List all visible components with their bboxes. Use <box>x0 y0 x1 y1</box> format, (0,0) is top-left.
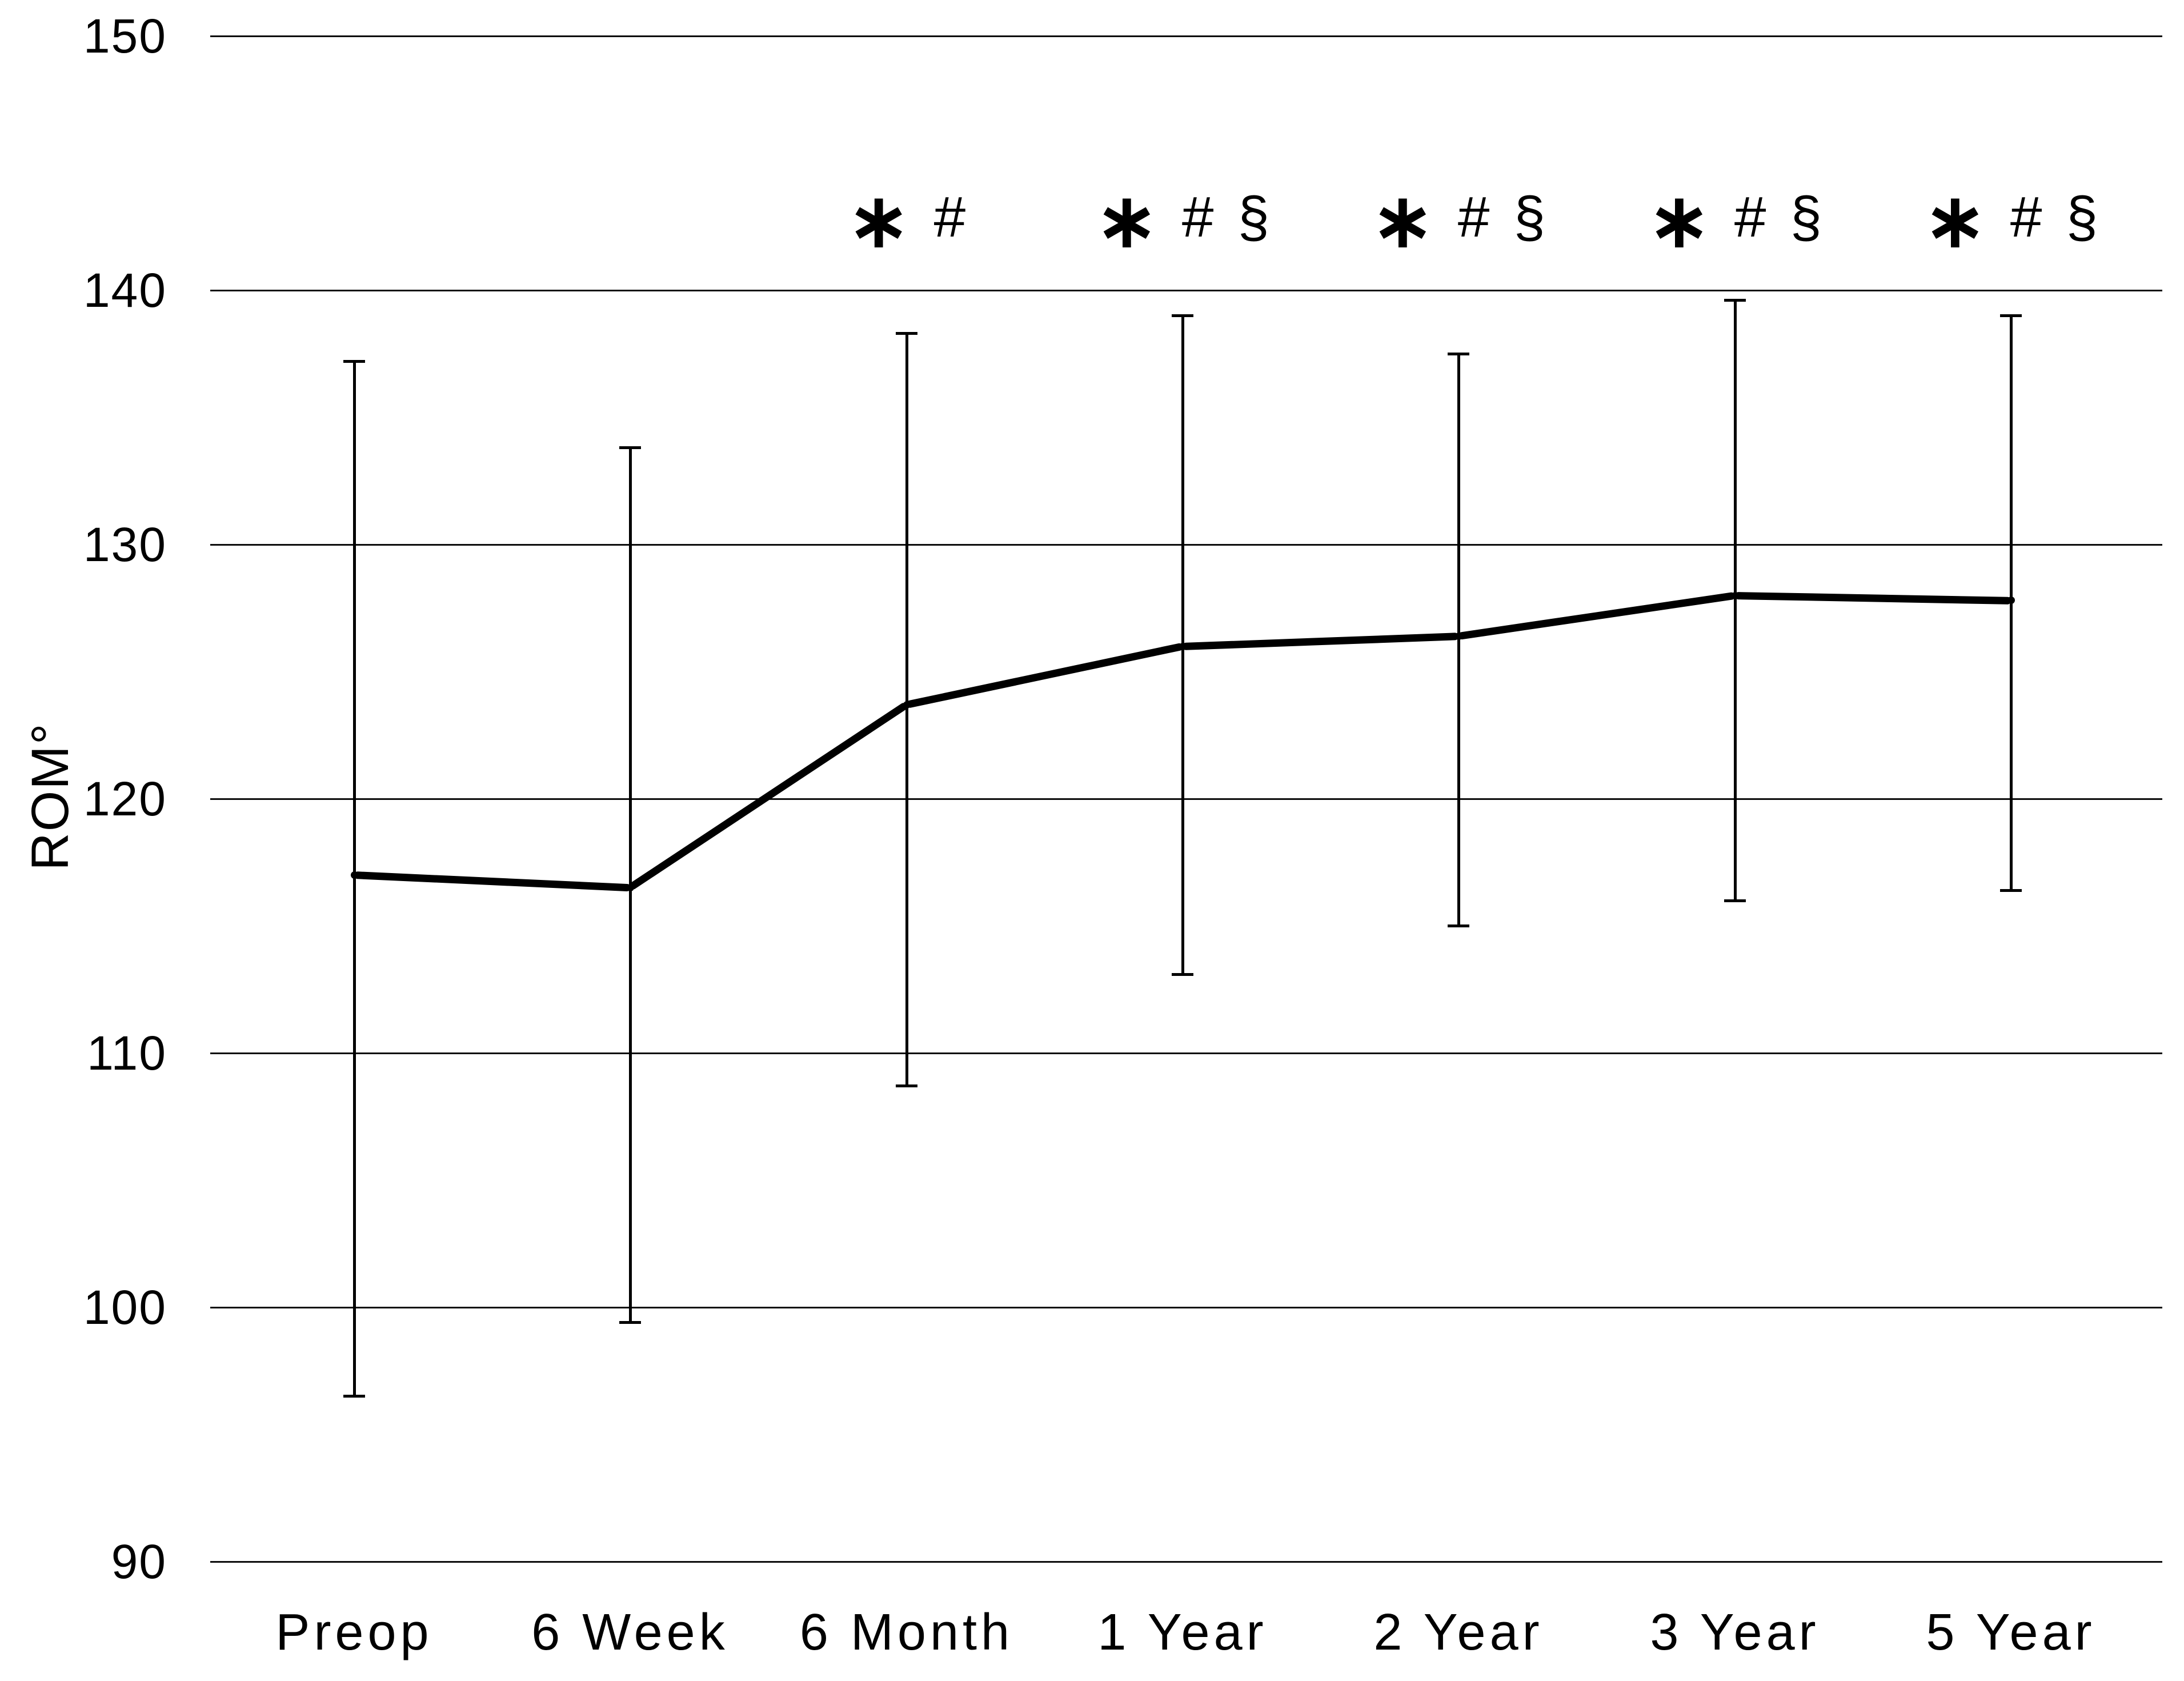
hash-marker: # <box>933 185 966 249</box>
asterisk-marker: ∗ <box>1371 179 1434 262</box>
gridline-140 <box>210 289 2162 291</box>
error-bar-stem-6 <box>1733 300 1737 900</box>
section-marker: § <box>1790 185 1822 249</box>
gridline-90 <box>210 1560 2162 1563</box>
y-tick-label-130: 130 <box>83 518 167 571</box>
y-tick-label-150: 150 <box>83 9 167 63</box>
y-tick-label-110: 110 <box>87 1026 167 1080</box>
hash-marker: # <box>1734 185 1766 249</box>
gridline-120 <box>210 798 2162 800</box>
x-tick-label-3-year: 3 Year <box>1650 1604 1820 1661</box>
x-tick-label-5-year: 5 Year <box>1926 1604 2096 1661</box>
error-bar-cap-bottom-6 <box>1724 899 1746 902</box>
significance-markers-6-month: ∗ # <box>848 180 966 258</box>
y-tick-label-140: 140 <box>83 263 167 317</box>
error-bar-cap-top-2 <box>619 446 641 450</box>
data-line-segment-6 <box>1734 591 2011 605</box>
error-bar-cap-top-5 <box>1448 352 1469 355</box>
error-bar-cap-top-4 <box>1172 314 1193 317</box>
error-bar-cap-bottom-4 <box>1172 972 1193 976</box>
y-tick-label-120: 120 <box>83 772 167 826</box>
data-line-segment-5 <box>1458 591 1736 640</box>
section-marker: § <box>1237 185 1270 249</box>
data-point-1 <box>350 871 358 879</box>
x-tick-label-6-month: 6 Month <box>799 1604 1014 1661</box>
gridline-130 <box>210 543 2162 546</box>
data-line-segment-3 <box>905 642 1184 709</box>
x-tick-label-preop: Preop <box>275 1604 433 1661</box>
error-bar-cap-bottom-7 <box>2000 888 2022 892</box>
asterisk-marker: ∗ <box>1923 179 1986 262</box>
data-line-segment-4 <box>1182 632 1459 650</box>
data-point-3 <box>903 701 911 709</box>
significance-markers-3-year: ∗ # § <box>1648 180 1822 258</box>
error-bar-cap-top-1 <box>343 360 365 363</box>
x-tick-label-6-week: 6 Week <box>531 1604 729 1661</box>
error-bar-cap-top-3 <box>896 332 917 335</box>
x-tick-label-1-year: 1 Year <box>1097 1604 1268 1661</box>
significance-markers-1-year: ∗ # § <box>1096 180 1270 258</box>
error-bar-stem-3 <box>905 333 908 1086</box>
hash-marker: # <box>1181 185 1214 249</box>
significance-markers-2-year: ∗ # § <box>1372 180 1546 258</box>
error-bar-cap-top-7 <box>2000 314 2022 317</box>
asterisk-marker: ∗ <box>1095 179 1158 262</box>
significance-markers-5-year: ∗ # § <box>1924 180 2098 258</box>
data-point-2 <box>626 884 634 892</box>
data-point-5 <box>1454 632 1462 640</box>
y-tick-label-100: 100 <box>83 1280 167 1334</box>
section-marker: § <box>1513 185 1546 249</box>
section-marker: § <box>2066 185 2098 249</box>
data-point-4 <box>1179 642 1187 650</box>
y-tick-label-90: 90 <box>111 1535 167 1588</box>
error-bar-cap-bottom-1 <box>343 1395 365 1398</box>
hash-marker: # <box>2010 185 2042 249</box>
asterisk-marker: ∗ <box>1648 179 1710 262</box>
error-bar-cap-bottom-2 <box>619 1321 641 1324</box>
error-bar-stem-5 <box>1457 354 1460 926</box>
error-bar-cap-bottom-5 <box>1448 924 1469 927</box>
data-line-segment-2 <box>628 701 909 891</box>
gridline-110 <box>210 1052 2162 1054</box>
gridline-100 <box>210 1306 2162 1308</box>
data-point-7 <box>2007 597 2015 605</box>
x-tick-label-2-year: 2 Year <box>1373 1604 1544 1661</box>
asterisk-marker: ∗ <box>847 179 910 262</box>
error-bar-stem-1 <box>352 361 356 1396</box>
error-bar-cap-top-6 <box>1724 299 1746 302</box>
data-point-6 <box>1731 591 1739 599</box>
data-line-segment-1 <box>354 871 631 892</box>
error-bar-cap-bottom-3 <box>896 1084 917 1088</box>
hash-marker: # <box>1457 185 1490 249</box>
gridline-150 <box>210 35 2162 37</box>
